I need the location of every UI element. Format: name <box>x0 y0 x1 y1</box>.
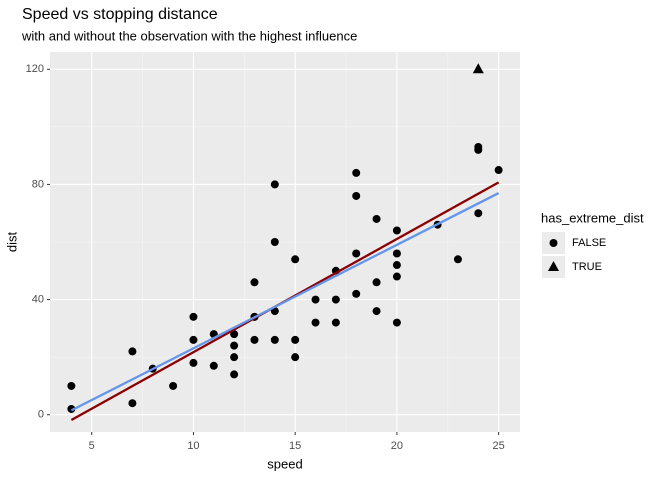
point <box>230 353 239 362</box>
legend-label: FALSE <box>572 237 606 249</box>
point <box>291 353 300 362</box>
fit-line <box>70 192 500 412</box>
x-tick-label: 20 <box>391 440 403 452</box>
point <box>311 318 320 327</box>
point <box>392 261 401 270</box>
point <box>209 361 218 370</box>
point <box>169 381 178 390</box>
point <box>392 318 401 327</box>
point <box>352 191 361 200</box>
point <box>250 335 259 344</box>
y-axis-label: dist <box>4 231 19 252</box>
point <box>472 63 484 74</box>
point <box>352 168 361 177</box>
chart-title: Speed vs stopping distance <box>22 6 218 23</box>
y-tick-label: 80 <box>32 178 44 190</box>
point <box>453 255 462 264</box>
point <box>230 370 239 379</box>
point <box>250 278 259 287</box>
point <box>189 312 198 321</box>
point <box>128 347 137 356</box>
y-tick-label: 120 <box>26 63 44 75</box>
point <box>331 318 340 327</box>
point <box>230 330 239 339</box>
point <box>128 399 137 408</box>
x-tick-label: 10 <box>187 440 199 452</box>
legend-symbol <box>549 239 558 247</box>
point <box>352 249 361 258</box>
x-tick-label: 5 <box>89 440 95 452</box>
x-tick-label: 15 <box>289 440 301 452</box>
point <box>474 143 483 151</box>
y-tick-label: 40 <box>32 293 44 305</box>
point <box>270 238 279 246</box>
legend-symbol <box>548 261 559 271</box>
point <box>352 289 361 298</box>
point <box>67 381 76 390</box>
point <box>67 404 76 413</box>
chart-subtitle: with and without the observation with th… <box>21 28 357 43</box>
point <box>230 341 239 350</box>
point <box>372 307 381 316</box>
point <box>372 214 381 223</box>
point <box>189 358 198 367</box>
point <box>291 255 300 264</box>
legend-title: has_extreme_dist <box>541 210 644 225</box>
x-tick-label: 25 <box>493 440 505 452</box>
point <box>392 249 401 258</box>
legend-label: TRUE <box>572 261 602 273</box>
point <box>291 335 300 344</box>
point <box>392 226 401 235</box>
point <box>372 278 381 287</box>
point <box>270 335 279 344</box>
point <box>331 295 340 304</box>
y-tick-label: 0 <box>38 409 44 421</box>
point <box>494 166 503 175</box>
point <box>474 209 483 218</box>
point <box>392 272 401 281</box>
x-axis-label: speed <box>267 456 302 471</box>
point <box>311 295 320 304</box>
point <box>270 180 279 189</box>
point <box>189 335 198 344</box>
